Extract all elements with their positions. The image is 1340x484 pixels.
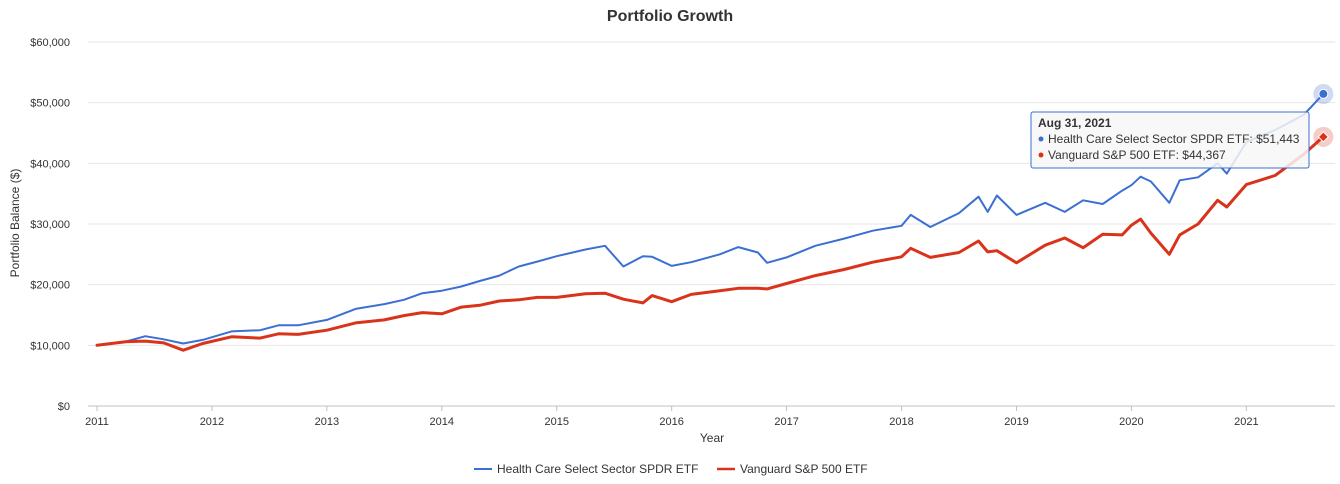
y-tick-label: $20,000	[30, 280, 70, 292]
legend-label-vanguard[interactable]: Vanguard S&P 500 ETF	[740, 462, 868, 476]
x-tick-label: 2012	[200, 416, 224, 428]
y-tick-label: $10,000	[30, 340, 70, 352]
series-line-health-care[interactable]	[96, 92, 1325, 347]
tooltip-box	[1030, 111, 1310, 169]
x-tick-label: 2011	[85, 416, 109, 428]
x-tick-label: 2016	[659, 416, 683, 428]
tooltip-line-2: Vanguard S&P 500 ETF: $44,367	[1048, 148, 1226, 162]
chart-title: Portfolio Growth	[607, 8, 733, 25]
hover-marker-health-care[interactable]	[1318, 88, 1329, 99]
grid-lines	[88, 41, 1335, 407]
hover-marker-vanguard[interactable]	[1317, 131, 1330, 143]
y-tick-label: $0	[58, 401, 70, 413]
tooltip-date: Aug 31, 2021	[1038, 116, 1112, 130]
series-line-vanguard[interactable]	[95, 135, 1325, 352]
legend-label-health-care[interactable]: Health Care Select Sector SPDR ETF	[497, 462, 698, 476]
y-tick-label: $40,000	[30, 158, 70, 170]
tooltip: Aug 31, 2021 Health Care Select Sector S…	[1030, 111, 1310, 169]
y-tick-label: $50,000	[30, 98, 70, 110]
x-tick-label: 2017	[774, 416, 798, 428]
x-axis-ticks: 2011 2012 2013 2014 2015 2016 2017 2018 2019 2020…	[85, 406, 1259, 428]
y-axis-ticks: $0 $10,000 $20,000 $30,000 $40,000 $50,000 $60…	[30, 37, 70, 413]
x-tick-label: 2018	[889, 416, 913, 428]
y-axis-label: Portfolio Balance ($)	[8, 169, 22, 278]
tooltip-bullet-2	[1038, 152, 1044, 158]
series-lines	[95, 83, 1334, 352]
x-tick-label: 2013	[315, 416, 339, 428]
x-tick-label: 2019	[1004, 416, 1028, 428]
x-tick-label: 2020	[1119, 416, 1143, 428]
x-tick-label: 2021	[1234, 416, 1258, 428]
y-tick-label: $60,000	[30, 37, 70, 49]
legend: Health Care Select Sector SPDR ETF Vangu…	[474, 462, 868, 476]
tooltip-line-1: Health Care Select Sector SPDR ETF: $51,…	[1048, 132, 1300, 146]
x-tick-label: 2014	[430, 416, 454, 428]
x-tick-label: 2015	[544, 416, 568, 428]
x-axis-label: Year	[700, 431, 724, 445]
y-tick-label: $30,000	[30, 219, 70, 231]
tooltip-bullet-1	[1038, 136, 1044, 142]
